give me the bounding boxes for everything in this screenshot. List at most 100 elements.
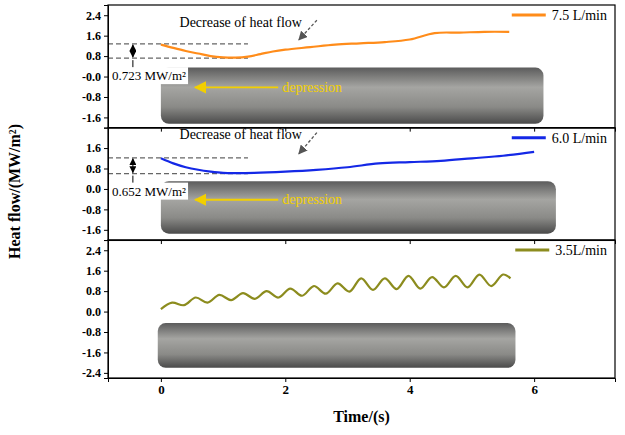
annotations: Decrease of heat flowdepression0.723 MW/… [110, 15, 342, 95]
x-axis: 0 2 4 6 [109, 378, 616, 397]
series-line [161, 275, 511, 310]
y-tick: 2.4 [86, 244, 108, 258]
plot-area [108, 152, 556, 234]
tick-label: 2.4 [86, 244, 101, 258]
tick-mark [104, 209, 108, 210]
tick-label: 0.8 [86, 49, 101, 63]
y-tick: -0.8 [82, 203, 108, 217]
tick-label: -0.8 [82, 203, 101, 217]
tick-mark [285, 240, 286, 244]
axis-line [109, 379, 616, 383]
difference-arrow [132, 159, 133, 173]
tick-label: 0.0 [86, 182, 101, 196]
x-tick [161, 240, 162, 244]
tick-label: 0.0 [86, 305, 101, 319]
sample-photo [158, 323, 516, 368]
tick-label: 4 [407, 382, 414, 397]
axis-line [104, 128, 109, 240]
annotation-arrow [195, 199, 278, 201]
panel: 2.4 1.6 0.8 -0.0 -0.8 -1.6 7.5 L/min Decrease o… [82, 5, 616, 132]
x-tick: 0 [158, 378, 165, 397]
x-axis [109, 240, 616, 244]
y-tick: -1.6 [82, 111, 108, 125]
tick-label: -0.8 [82, 325, 101, 339]
annotation: depression [282, 192, 342, 207]
tick-label: 0.8 [86, 162, 101, 176]
tick-mark [104, 230, 108, 231]
tick-label: -2.4 [82, 366, 101, 380]
panel: 1.6 0.8 0.0 -0.8 -1.6 6.0 L/min Decrease of he… [82, 127, 616, 244]
annotation: 0.723 MW/m² [112, 68, 186, 83]
y-tick: 0.8 [86, 49, 108, 63]
y-tick: 0.8 [86, 162, 108, 176]
tick-mark [104, 373, 108, 374]
axis-line [104, 6, 109, 129]
y-tick: -2.4 [82, 366, 108, 380]
tick-mark [161, 240, 162, 244]
sample-photo [161, 68, 544, 124]
tick-label: 1.6 [86, 141, 101, 155]
tick-label: -0.0 [82, 70, 101, 84]
tick-mark [104, 332, 108, 333]
tick-label: 1.6 [86, 264, 101, 278]
axis-line [104, 241, 109, 379]
x-tick [285, 240, 286, 244]
x-tick: 4 [407, 378, 414, 397]
y-tick: -1.6 [82, 346, 108, 360]
y-tick: 1.6 [86, 29, 108, 43]
tick-mark [410, 240, 411, 244]
panel-frame [108, 128, 615, 240]
tick-label: -0.8 [82, 90, 101, 104]
tick-mark [104, 189, 108, 190]
panel-frame [108, 240, 615, 378]
tick-mark [104, 169, 108, 170]
legend-label: 6.0 L/min [552, 131, 607, 146]
y-axis-title: Heat flow/(MW/m²) [6, 124, 24, 259]
annotations: Decrease of heat flow depression 0.652 MW/… [110, 127, 342, 207]
reference-line [108, 43, 248, 44]
y-tick: -1.6 [82, 223, 108, 237]
plot-area [158, 275, 516, 368]
legend-label: 7.5 L/min [552, 8, 607, 23]
y-tick: 1.6 [86, 141, 108, 155]
tick-label: 2 [283, 382, 290, 397]
y-tick: 1.6 [86, 264, 108, 278]
tick-label: -1.6 [82, 111, 101, 125]
tick-label: 0.8 [86, 284, 101, 298]
annotation-arrow [195, 86, 278, 88]
axis-line [109, 241, 616, 245]
tick-mark [104, 36, 108, 37]
tick-mark [104, 56, 108, 57]
annotation-arrow [299, 133, 317, 154]
y-tick: -0.8 [82, 90, 108, 104]
legend-swatch [512, 14, 546, 17]
legend-swatch [515, 249, 549, 252]
y-tick: -0.8 [82, 325, 108, 339]
tick-label: 1.6 [86, 29, 101, 43]
annotation: Decrease of heat flow [180, 127, 303, 142]
y-tick: 0.8 [86, 284, 108, 298]
tick-mark [104, 117, 108, 118]
series-line [161, 32, 509, 58]
annotation: Decrease of heat flow [180, 15, 303, 30]
reference-line [108, 157, 248, 158]
tick-mark [104, 352, 108, 353]
tick-label: -1.6 [82, 223, 101, 237]
tick-label: 6 [531, 382, 538, 397]
x-tick [410, 240, 411, 244]
y-tick: 0.0 [86, 182, 108, 196]
legend-label: 3.5L/min [555, 243, 607, 258]
y-tick: 2.4 [86, 9, 108, 23]
tick-mark [104, 271, 108, 272]
annotation: 0.652 MW/m² [112, 184, 186, 199]
tick-mark [104, 77, 108, 78]
legend-swatch [512, 136, 546, 139]
x-tick: 2 [283, 378, 290, 397]
tick-mark [534, 240, 535, 244]
x-tick [534, 240, 535, 244]
legend: 6.0 L/min [512, 131, 607, 146]
y-axis: 2.4 1.6 0.8 -0.0 -0.8 -1.6 [82, 6, 109, 129]
series-line [161, 152, 534, 173]
label-patch [110, 67, 188, 84]
tick-label: 2.4 [86, 9, 101, 23]
